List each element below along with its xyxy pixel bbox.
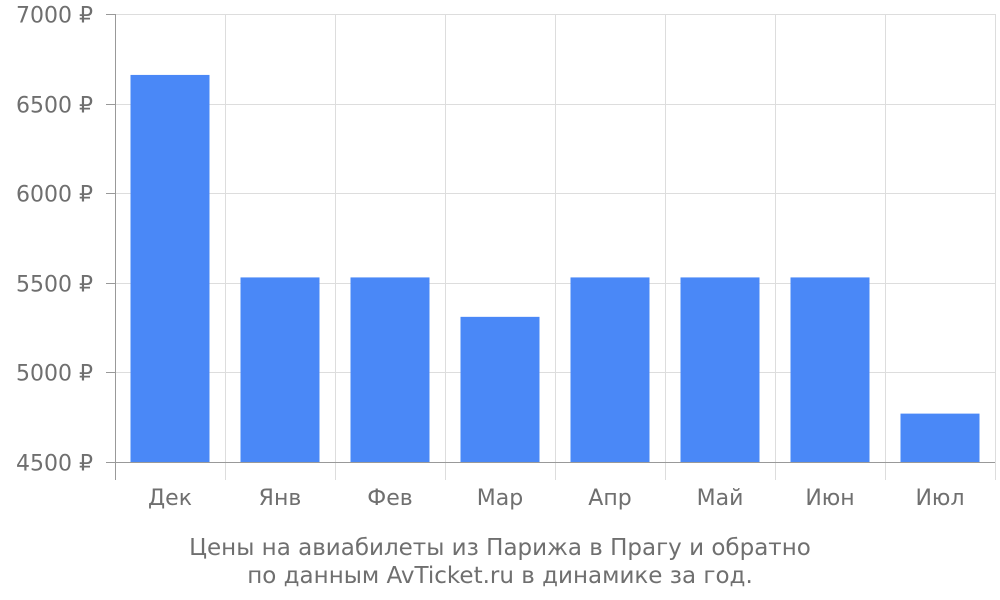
x-tick-label: Мар <box>477 486 523 511</box>
chart-caption-line-1: Цены на авиабилеты из Парижа в Прагу и о… <box>189 535 811 561</box>
bar-6 <box>680 277 760 462</box>
bar-8 <box>900 413 980 462</box>
y-tick-label: 6000 ₽ <box>16 183 93 208</box>
x-tick-label: Янв <box>259 486 302 511</box>
x-tick-label: Апр <box>588 486 631 511</box>
axes <box>106 14 996 480</box>
y-axis-tick-labels: 4500 ₽ 5000 ₽ 5500 ₽ 6000 ₽ 6500 ₽ 7000 ₽ <box>16 4 93 477</box>
bar-2 <box>240 277 320 462</box>
x-tick-label: Фев <box>367 486 412 511</box>
bar-3 <box>350 277 430 462</box>
bar-5 <box>570 277 650 462</box>
x-tick-label: Июл <box>915 486 964 511</box>
x-tick-label: Июн <box>805 486 854 511</box>
bar-1 <box>130 74 210 462</box>
y-tick-label: 5500 ₽ <box>16 273 93 298</box>
x-tick-label: Дек <box>148 486 192 511</box>
bars <box>130 74 980 462</box>
x-axis-tick-labels: Дек Янв Фев Мар Апр Май Июн Июл <box>148 486 965 511</box>
x-tick-label: Май <box>697 486 744 511</box>
bar-4 <box>460 316 540 462</box>
y-tick-label: 7000 ₽ <box>16 4 93 29</box>
chart-caption-line-2: по данным AvTicket.ru в динамике за год. <box>247 563 753 589</box>
y-tick-label: 6500 ₽ <box>16 94 93 119</box>
y-tick-label: 5000 ₽ <box>16 362 93 387</box>
bar-7 <box>790 277 870 462</box>
y-tick-label: 4500 ₽ <box>16 452 93 477</box>
